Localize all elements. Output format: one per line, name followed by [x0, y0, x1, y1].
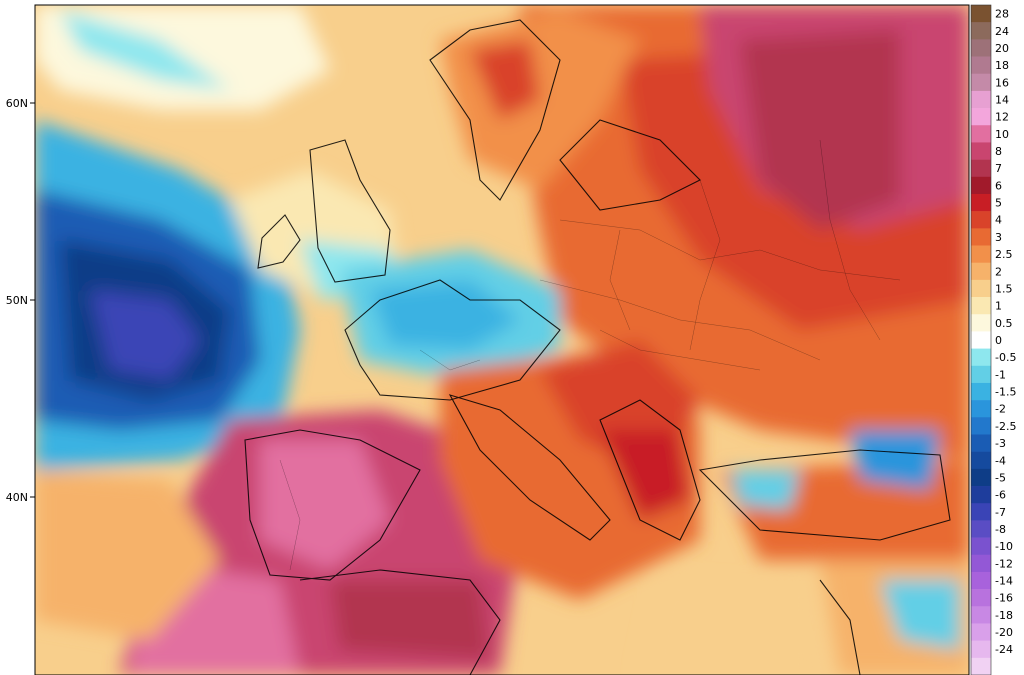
- colorbar-swatch: [971, 554, 991, 573]
- colorbar-swatch: [971, 640, 991, 659]
- colorbar-swatch: [971, 571, 991, 590]
- lat-label-60n: 60N: [6, 97, 28, 110]
- colorbar-label: 7: [995, 162, 1002, 175]
- colorbar-label: 1: [995, 300, 1002, 313]
- colorbar-swatch: [971, 468, 991, 487]
- colorbar-label: -18: [995, 609, 1013, 622]
- colorbar-frame: [970, 4, 992, 675]
- colorbar-label: 1.5: [995, 282, 1013, 295]
- colorbar-swatch: [971, 606, 991, 624]
- colorbar-label: 12: [995, 111, 1009, 124]
- colorbar-label: -6: [995, 489, 1006, 502]
- colorbar-label: 28: [995, 8, 1009, 21]
- colorbar-label: 20: [995, 42, 1009, 55]
- map-panel: [35, 5, 969, 675]
- colorbar-swatch: [971, 142, 991, 160]
- colorbar-swatch: [971, 434, 991, 452]
- colorbar-swatch: [971, 193, 991, 212]
- colorbar-label: -24: [995, 643, 1013, 656]
- colorbar-label: 3: [995, 231, 1002, 244]
- colorbar-label: 4: [995, 214, 1002, 227]
- colorbar-swatch: [971, 520, 991, 538]
- colorbar-swatch: [971, 108, 991, 126]
- colorbar-swatch: [971, 262, 991, 281]
- colorbar-swatch: [971, 503, 991, 521]
- map-frame: [34, 4, 970, 675]
- colorbar-swatch: [971, 537, 991, 556]
- colorbar-swatch: [971, 382, 991, 401]
- colorbar-label: -5: [995, 471, 1006, 484]
- colorbar-label: -20: [995, 626, 1013, 639]
- colorbar-swatch: [971, 486, 991, 504]
- colorbar-label: -2: [995, 403, 1006, 416]
- colorbar-label: -10: [995, 540, 1013, 553]
- colorbar-swatch: [971, 176, 991, 195]
- colorbar-swatch: [971, 125, 991, 143]
- colorbar-label: -16: [995, 592, 1013, 605]
- lat-label-50n: 50N: [6, 294, 28, 307]
- colorbar-label: -1: [995, 368, 1006, 381]
- colorbar-swatch: [971, 245, 991, 263]
- colorbar-swatch: [971, 90, 991, 109]
- colorbar-label: 16: [995, 76, 1009, 89]
- colorbar-label: 5: [995, 197, 1002, 210]
- colorbar-label: -1.5: [995, 386, 1016, 399]
- colorbar-swatch: [971, 211, 991, 229]
- colorbar-label: 2: [995, 265, 1002, 278]
- colorbar-label: -2.5: [995, 420, 1016, 433]
- colorbar-label: 14: [995, 93, 1009, 106]
- colorbar-label: -14: [995, 575, 1013, 588]
- colorbar-swatch: [971, 297, 991, 315]
- colorbar-swatch: [971, 417, 991, 435]
- colorbar-label: 2.5: [995, 248, 1013, 261]
- colorbar-swatch: [971, 623, 991, 641]
- colorbar-label: 0.5: [995, 317, 1013, 330]
- colorbar-swatch: [971, 348, 991, 367]
- colorbar-swatch: [971, 5, 991, 23]
- latitude-axis: 60N 50N 40N: [6, 97, 35, 504]
- colorbar-label: -3: [995, 437, 1006, 450]
- colorbar-label: -4: [995, 454, 1006, 467]
- colorbar-label: -8: [995, 523, 1006, 536]
- colorbar-swatch: [971, 589, 991, 607]
- colorbar-swatch: [971, 365, 991, 384]
- colorbar: 28 24 20 18 16 14 12 10 8 7 6 5 4 3 2.5 2 1.5 1 0.5 0 -0.5 -1…: [970, 4, 1016, 675]
- colorbar-swatch: [971, 22, 991, 40]
- lat-label-40n: 40N: [6, 491, 28, 504]
- colorbar-label: 18: [995, 59, 1009, 72]
- colorbar-label: 0: [995, 334, 1002, 347]
- colorbar-swatch: [971, 159, 991, 178]
- colorbar-label: 6: [995, 179, 1002, 192]
- colorbar-swatch: [971, 39, 991, 57]
- colorbar-swatch: [971, 56, 991, 75]
- colorbar-label: -0.5: [995, 351, 1016, 364]
- colorbar-label: -12: [995, 557, 1013, 570]
- colorbar-label: 8: [995, 145, 1002, 158]
- colorbar-swatch: [971, 657, 991, 675]
- colorbar-swatch: [971, 400, 991, 418]
- colorbar-swatch: [971, 451, 991, 470]
- colorbar-label: 24: [995, 25, 1009, 38]
- colorbar-swatch: [971, 279, 991, 298]
- colorbar-swatch: [971, 331, 991, 349]
- colorbar-label: -7: [995, 506, 1006, 519]
- colorbar-label: 10: [995, 128, 1009, 141]
- colorbar-swatch: [971, 73, 991, 92]
- colorbar-swatch: [971, 228, 991, 246]
- colorbar-swatch: [971, 314, 991, 332]
